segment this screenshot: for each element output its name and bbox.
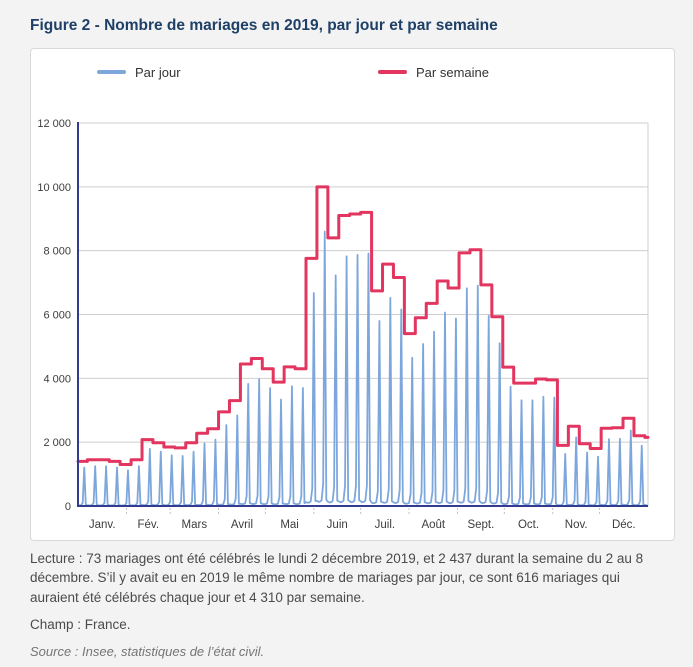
figure-footer: Lecture : 73 mariages ont été célébrés l… xyxy=(30,549,672,667)
legend-item-par-jour: Par jour xyxy=(97,63,181,81)
month-label-Juin: Juin xyxy=(327,519,348,531)
month-label-Déc.: Déc. xyxy=(612,519,636,531)
chart-legend: Par jour Par semaine xyxy=(31,63,674,81)
chart-card: 0 2 000 4 000 6 000 8 000 10 000 12 000 Janv. Fé… xyxy=(30,48,675,541)
legend-label-par-jour: Par jour xyxy=(135,64,181,80)
x-axis-month-labels: Janv. Fév. Mars Avril Mai Juin Juil. Août Sept. O… xyxy=(89,519,636,531)
month-label-Juil.: Juil. xyxy=(375,519,395,531)
y-tick-label-0: 0 xyxy=(65,501,71,513)
month-label-Sept.: Sept. xyxy=(467,519,494,531)
month-label-Août: Août xyxy=(421,519,445,531)
y-tick-label-10000: 10 000 xyxy=(37,182,71,194)
month-label-Janv.: Janv. xyxy=(89,519,116,531)
y-gridlines xyxy=(78,122,648,443)
month-label-Avril: Avril xyxy=(231,519,253,531)
month-label-Nov.: Nov. xyxy=(565,519,588,531)
y-tick-label-2000: 2 000 xyxy=(43,437,71,449)
legend-label-par-semaine: Par semaine xyxy=(416,64,489,80)
weekly-series-line xyxy=(76,185,650,467)
lecture-note: Lecture : 73 mariages ont été célébrés l… xyxy=(30,551,644,605)
par-jour-line-swatch xyxy=(97,70,126,74)
y-tick-label-6000: 6 000 xyxy=(43,310,71,322)
source-note: Source : Insee, statistiques de l’état c… xyxy=(30,643,265,659)
legend-item-par-semaine: Par semaine xyxy=(378,63,489,81)
daily-series-line xyxy=(77,230,648,507)
month-label-Mai: Mai xyxy=(280,519,299,531)
y-tick-label-12000: 12 000 xyxy=(37,118,71,130)
y-tick-label-4000: 4 000 xyxy=(43,373,71,385)
month-label-Oct.: Oct. xyxy=(518,519,539,531)
month-boundary-ticks xyxy=(125,508,601,516)
champ-note: Champ : France. xyxy=(30,617,131,633)
month-label-Fév.: Fév. xyxy=(138,519,160,531)
y-tick-label-8000: 8 000 xyxy=(43,246,71,258)
page: Figure 2 - Nombre de mariages en 2019, p… xyxy=(30,17,675,659)
figure-title: Figure 2 - Nombre de mariages en 2019, p… xyxy=(30,17,498,34)
par-semaine-line-swatch xyxy=(378,70,407,74)
marriages-chart: 0 2 000 4 000 6 000 8 000 10 000 12 000 Janv. Fé… xyxy=(37,118,650,531)
y-axis-labels: 0 2 000 4 000 6 000 8 000 10 000 12 000 xyxy=(37,118,71,513)
month-label-Mars: Mars xyxy=(182,519,208,531)
